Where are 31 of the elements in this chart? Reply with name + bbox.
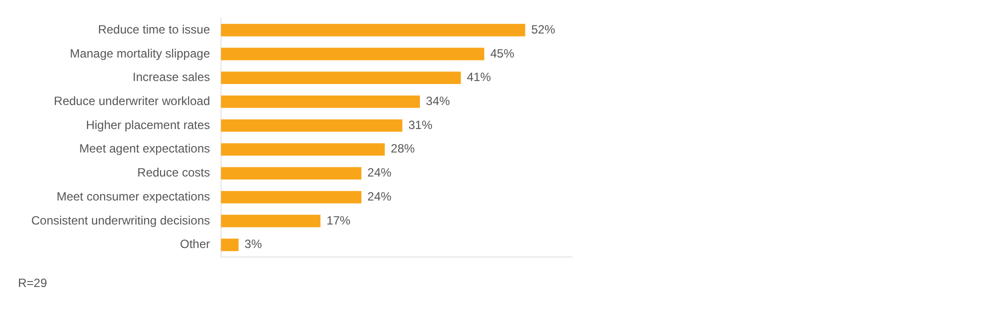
data-label: 45% (490, 46, 515, 60)
y-tick-label: Reduce costs (137, 166, 210, 180)
bar (221, 214, 320, 228)
y-tick-label: Increase sales (132, 70, 210, 84)
y-tick-label: Meet agent expectations (79, 142, 210, 156)
data-label: 31% (408, 118, 433, 132)
bar (221, 143, 385, 156)
y-tick-label: Other (180, 237, 210, 252)
data-label: 3% (244, 237, 262, 252)
bar (221, 72, 461, 84)
text: R=29 (18, 276, 48, 290)
y-tick-label: Reduce underwriter workload (54, 94, 210, 108)
data-label: 17% (326, 213, 351, 228)
data-label: 24% (367, 189, 392, 204)
data-label: 41% (466, 70, 492, 84)
y-tick-label: Reduce time to issue (98, 22, 210, 36)
y-tick-label: Consistent underwriting decisions (31, 213, 210, 228)
data-label: 52% (531, 22, 556, 36)
data-label: 34% (426, 94, 450, 108)
bar (221, 48, 484, 60)
bar (221, 238, 239, 252)
bar (221, 190, 362, 204)
bar (221, 167, 362, 180)
bar (221, 24, 526, 36)
y-tick-label: Higher placement rates (86, 118, 210, 132)
data-label: 24% (367, 166, 392, 180)
bar (221, 119, 402, 132)
y-tick-label: Meet consumer expectations (56, 189, 210, 204)
y-tick-label: Manage mortality slippage (70, 46, 210, 60)
bar (221, 96, 420, 108)
data-label: 28% (390, 142, 416, 156)
